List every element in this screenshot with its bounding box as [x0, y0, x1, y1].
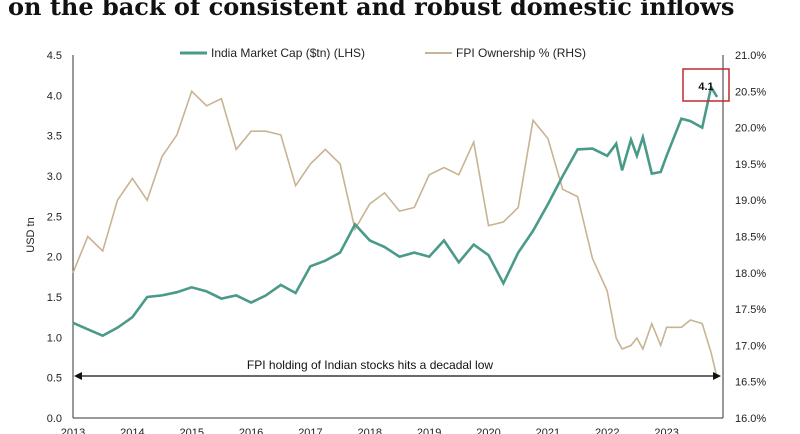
right-tick-label: 20.5%: [735, 86, 766, 98]
left-tick-label: 4.0: [47, 90, 62, 102]
right-tick-label: 17.0%: [735, 340, 766, 352]
right-tick-label: 18.0%: [735, 268, 766, 280]
latest-value-callout: 4.1: [682, 68, 730, 102]
right-tick-label: 20.0%: [735, 123, 766, 135]
x-tick-label: 2013: [61, 427, 85, 434]
annotation-label-bg: [222, 357, 518, 372]
right-tick-label: 17.5%: [735, 304, 766, 316]
left-tick-label: 1.5: [47, 292, 62, 304]
right-tick-label: 16.0%: [735, 413, 766, 425]
x-tick-label: 2023: [654, 427, 678, 434]
annotation-label: FPI holding of Indian stocks hits a deca…: [247, 358, 493, 372]
left-tick-label: 2.0: [47, 252, 62, 264]
legend-label-fpi: FPI Ownership % (RHS): [456, 46, 586, 60]
left-tick-label: 0.0: [47, 413, 62, 425]
right-tick-label: 19.0%: [735, 195, 766, 207]
x-tick-label: 2018: [358, 427, 382, 434]
left-tick-label: 1.0: [47, 332, 62, 344]
decadal-low-annotation: FPI holding of Indian stocks hits a deca…: [74, 357, 721, 380]
series-line-mcap: [72, 83, 719, 338]
right-tick-label: 19.5%: [735, 159, 766, 171]
series-line-fpi: [72, 89, 718, 379]
left-tick-label: 0.5: [47, 373, 62, 385]
y-axis-label: USD tn: [25, 217, 37, 252]
x-tick-label: 2015: [179, 427, 203, 434]
x-tick-label: 2014: [120, 427, 144, 434]
annotation-arrowhead-left: [74, 372, 82, 380]
x-tick-label: 2021: [536, 427, 560, 434]
legend-label-mcap: India Market Cap ($tn) (LHS): [211, 46, 365, 60]
right-tick-label: 21.0%: [735, 50, 766, 62]
callout-label: 4.1: [698, 81, 713, 93]
right-tick-label: 18.5%: [735, 232, 766, 244]
x-axis-ticks: 2013 2014 2015 2016 2017 2018 2019 2020 2021 2022…: [61, 427, 679, 434]
right-tick-label: 16.5%: [735, 377, 766, 389]
left-axis-ticks: 0.0 0.5 1.0 1.5 2.0 2.5 3.0 3.5 4.0 4.5: [47, 50, 62, 425]
x-tick-label: 2019: [417, 427, 441, 434]
callout-box: [682, 68, 730, 102]
left-tick-label: 2.5: [47, 211, 62, 223]
x-tick-label: 2022: [595, 427, 619, 434]
x-tick-label: 2016: [239, 427, 263, 434]
left-tick-label: 3.5: [47, 131, 62, 143]
legend: India Market Cap ($tn) (LHS) FPI Ownersh…: [180, 46, 586, 60]
x-tick-label: 2020: [476, 427, 500, 434]
annotation-arrowhead-right: [713, 372, 721, 380]
left-tick-label: 3.0: [47, 171, 62, 183]
left-tick-label: 4.5: [47, 50, 62, 62]
x-tick-label: 2017: [298, 427, 322, 434]
chart-title: on the back of consistent and robust dom…: [8, 0, 735, 21]
right-axis-ticks: 16.0% 16.5% 17.0% 17.5% 18.0% 18.5% 19.0% 19.5%…: [735, 50, 766, 425]
